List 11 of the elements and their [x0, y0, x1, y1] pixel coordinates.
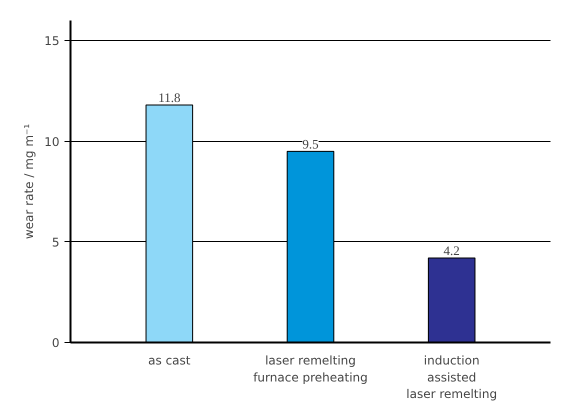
x-tick-label: induction assisted laser remelting	[406, 354, 498, 402]
x-tick-label: laser remelting furnace preheating	[253, 354, 368, 384]
y-tick-label: 10	[44, 134, 60, 149]
y-axis-title: wear rate / mg m⁻¹	[22, 124, 36, 240]
y-tick-label: 0	[52, 336, 60, 350]
x-tick-label: as cast	[148, 354, 191, 368]
data-label: 9.5	[302, 136, 319, 152]
data-label: 11.8	[158, 90, 180, 106]
y-tick-label: 15	[44, 34, 60, 48]
data-label: 4.2	[444, 242, 460, 258]
y-tick-label: 5	[52, 235, 60, 250]
